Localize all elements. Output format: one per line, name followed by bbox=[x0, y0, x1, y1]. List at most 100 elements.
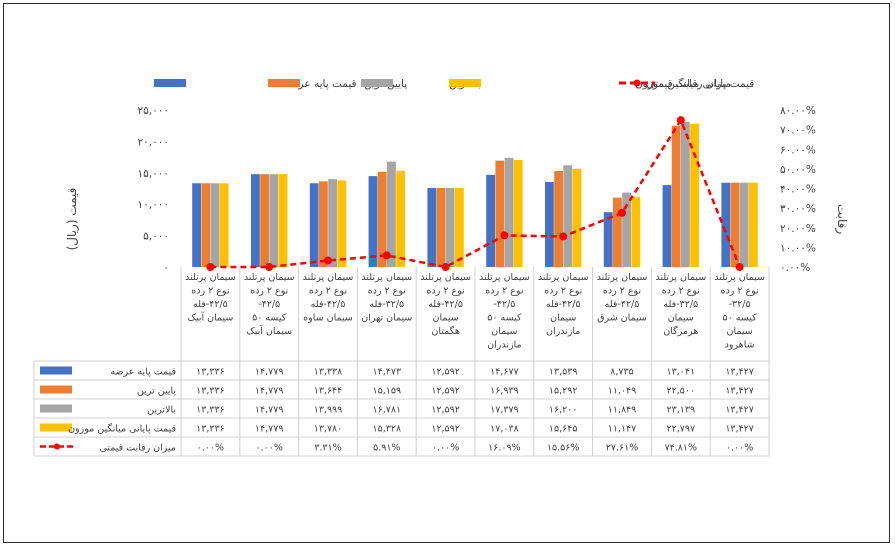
table-cell: ۱۴,۷۷۹ bbox=[255, 386, 284, 397]
bar bbox=[319, 181, 328, 267]
category-label: نوع ۲ رده bbox=[603, 286, 641, 297]
category-label: ۴۲/۵-فله bbox=[311, 299, 346, 310]
y-tick-label: ۵,۰۰۰ bbox=[143, 231, 169, 243]
table-cell: ۱۵,۳۲۸ bbox=[373, 424, 402, 435]
bar bbox=[513, 160, 523, 267]
category-label: ۳۲/۵- bbox=[729, 299, 751, 310]
table-legend-key bbox=[40, 423, 72, 432]
chart-frame: قیمت پایه عرضه پایین ترین بالاترین قیمت پای… bbox=[3, 3, 890, 543]
bar bbox=[504, 157, 514, 267]
y2-tick-label: ۲۰.۰۰% bbox=[780, 223, 816, 235]
legend-swatch bbox=[449, 79, 481, 87]
bar bbox=[622, 192, 631, 267]
bar bbox=[387, 161, 396, 267]
table-cell: ۱۳,۷۸۰ bbox=[314, 424, 343, 435]
bar bbox=[445, 187, 455, 267]
table-cell: ۲۳,۱۳۹ bbox=[667, 405, 696, 416]
line-point bbox=[324, 256, 332, 265]
table-cell: ۷۴.۸۱% bbox=[665, 443, 697, 454]
table-cell: ۰.۰۰% bbox=[726, 443, 753, 454]
category-label: هرمزگان bbox=[663, 325, 698, 337]
bar bbox=[309, 183, 319, 267]
table-cell: ۱۲,۵۹۲ bbox=[431, 405, 460, 416]
category-label: ۴۲/۵- bbox=[493, 299, 515, 310]
category-label: سیمان پرتلند bbox=[597, 272, 648, 283]
price-competition-chart: قیمت پایه عرضه پایین ترین بالاترین قیمت پای… bbox=[33, 77, 849, 457]
bar bbox=[201, 183, 211, 267]
y2-tick-label: ۴۰.۰۰% bbox=[780, 184, 816, 196]
y2-axis-label: رقابت bbox=[834, 204, 849, 235]
line-series bbox=[210, 117, 741, 269]
table-cell: ۱۴,۶۷۷ bbox=[490, 367, 519, 378]
category-label: سیمان bbox=[668, 313, 694, 324]
category-label: نوع ۲ رده bbox=[544, 286, 582, 297]
bar bbox=[455, 187, 464, 267]
y-axis-label: قیمت (ریال) bbox=[65, 188, 80, 251]
category-label: نوع ۲ رده bbox=[427, 286, 465, 297]
data-table: سیمان پرتلند نوع ۲ رده ۴۲/۵-فله سیمان آبیک س… bbox=[33, 267, 770, 457]
bar bbox=[730, 182, 740, 267]
category-label: سیمان پرتلند bbox=[185, 272, 236, 283]
y-tick-label: ۲۰,۰۰۰ bbox=[137, 136, 169, 148]
category-label: نوع ۲ رده bbox=[309, 286, 347, 297]
y2-axis: ۰.۰۰% ۱۰.۰۰% ۲۰.۰۰% ۳۰.۰۰% ۴۰.۰۰% ۵۰.۰۰% ۶۰.۰۰… bbox=[780, 105, 816, 274]
y2-tick-label: ۱۰.۰۰% bbox=[780, 242, 816, 254]
table-cell: ۱۵,۲۹۲ bbox=[549, 386, 578, 397]
bar bbox=[603, 212, 613, 267]
category-label: سیمان آبیک bbox=[246, 324, 292, 337]
table-cell: ۳.۳۱% bbox=[314, 443, 341, 454]
bar bbox=[368, 176, 378, 267]
table-cell: ۱۷,۰۳۸ bbox=[490, 424, 519, 435]
category-label: نوع ۲ رده bbox=[721, 286, 759, 297]
bar bbox=[613, 197, 622, 267]
table-cell: ۵.۹۱% bbox=[373, 443, 400, 454]
table-cell: ۱۱,۱۴۷ bbox=[608, 424, 637, 435]
category-label: سیمان پرتلند bbox=[244, 272, 295, 283]
category-label: سیمان شرق bbox=[597, 313, 647, 324]
line-point bbox=[382, 251, 391, 260]
y2-tick-label: ۵۰.۰۰% bbox=[780, 164, 816, 176]
line-point bbox=[618, 208, 626, 217]
table-cell: ۱۶,۹۳۹ bbox=[490, 386, 519, 397]
bar bbox=[377, 171, 387, 267]
table-cell: ۱۳,۳۳۶ bbox=[196, 367, 225, 378]
table-cell: ۱۲,۵۹۲ bbox=[431, 367, 460, 378]
category-label: ۴۲/۵-فله bbox=[546, 299, 581, 310]
category-label: سیمان پرتلند bbox=[420, 272, 471, 283]
table-row-label: بالاترین bbox=[147, 405, 176, 416]
table-cell: ۱۶,۷۸۱ bbox=[373, 405, 402, 416]
bar bbox=[721, 182, 731, 267]
table-cell: ۱۶.۰۹% bbox=[488, 443, 520, 454]
category-label: مازندران bbox=[546, 326, 580, 337]
bar bbox=[427, 187, 437, 267]
bar bbox=[251, 174, 260, 267]
y-tick-label: ۱۰,۰۰۰ bbox=[137, 199, 169, 211]
competition-line bbox=[206, 116, 744, 271]
table-row-label: قیمت پایانی میانگین موزون bbox=[68, 423, 176, 435]
category-label: ۴۲/۵-فله bbox=[193, 299, 228, 310]
table-legend-key bbox=[40, 385, 72, 394]
table-cell: ۱۲,۵۹۲ bbox=[431, 386, 460, 397]
table-row-label: پایین ترین bbox=[137, 386, 176, 397]
legend-swatch bbox=[361, 79, 393, 87]
bar bbox=[219, 183, 229, 267]
y-tick-label: ۲۵,۰۰۰ bbox=[137, 105, 169, 117]
legend-label: قیمت پایه عرضه bbox=[284, 78, 357, 90]
table-cell: ۱۳,۴۲۷ bbox=[725, 386, 754, 397]
bar bbox=[436, 187, 446, 267]
category-label: سیمان ساوه bbox=[303, 313, 353, 324]
y-tick-label: ۰ bbox=[163, 262, 169, 274]
category-label: هگمتان bbox=[431, 325, 460, 337]
bar bbox=[328, 179, 337, 267]
category-label: سیمان پرتلند bbox=[714, 272, 765, 283]
category-label: کیسه ۵۰ bbox=[487, 313, 522, 324]
legend-swatch bbox=[268, 79, 300, 87]
category-label: ۴۲/۵-فله bbox=[605, 299, 640, 310]
line-point bbox=[441, 263, 450, 271]
bar bbox=[192, 183, 201, 267]
bar bbox=[495, 160, 505, 267]
table-cell: ۱۳,۶۴۴ bbox=[314, 386, 343, 397]
table-cell: ۲۲,۵۰۰ bbox=[667, 386, 696, 397]
table-cell: ۲۷.۶۱% bbox=[606, 443, 638, 454]
